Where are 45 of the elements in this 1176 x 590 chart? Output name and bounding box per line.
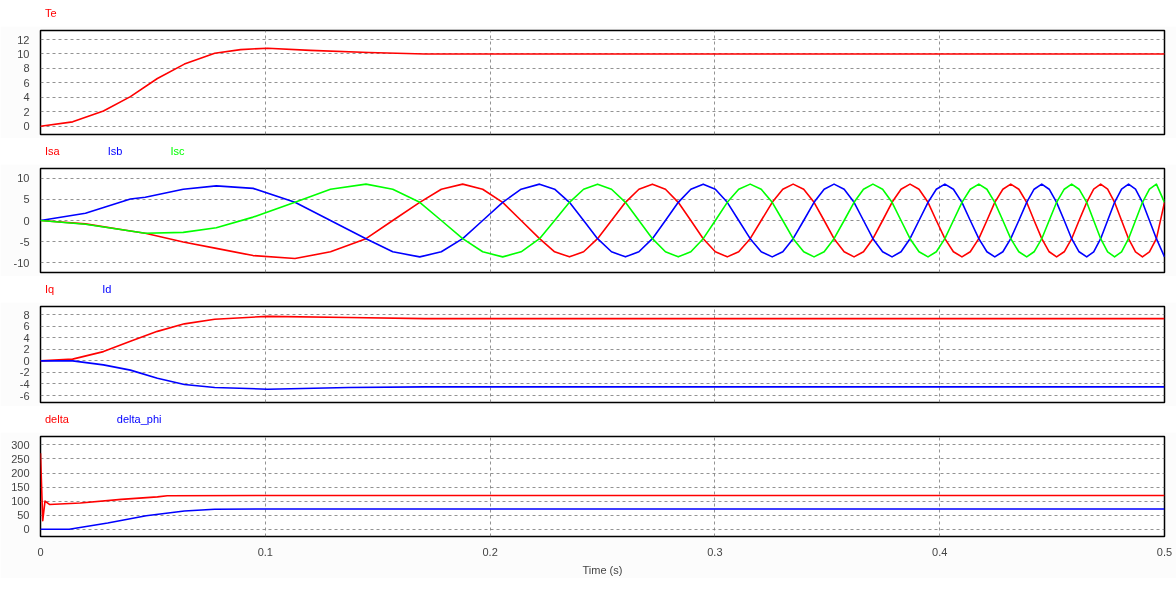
y-tick-label: 150 [11,481,30,494]
y-tick-label: 250 [11,452,30,465]
y-tick-label: 100 [11,495,30,508]
text: delta [45,413,69,425]
x-axis-title: Time (s) [582,563,623,576]
y-tick-label: 0 [23,214,30,227]
x-tick-label: 0.5 [1156,545,1173,558]
y-tick-label: 0 [23,120,30,133]
y-tick-label: 2 [23,343,30,356]
line-series [40,508,1165,530]
y-tick-label: 6 [23,76,30,89]
y-tick-label: 2 [23,105,30,118]
y-tick-label: 4 [23,331,30,344]
y-tick-label: 6 [23,320,30,333]
y-tick-label: 200 [11,467,30,480]
y-tick-label: -10 [13,256,30,269]
y-tick-label: 300 [11,438,30,451]
y-tick-label: 12 [17,33,30,46]
y-tick-label: 10 [17,47,30,60]
y-tick-label: 8 [23,62,30,75]
y-tick-label: 0 [23,354,30,367]
y-tick-label: -5 [19,235,30,248]
x-tick-label: 0.2 [482,545,498,558]
line-series [40,360,1165,390]
y-tick-label: 10 [17,172,30,185]
x-tick-label: 0.4 [932,545,948,558]
y-tick-label: 5 [23,193,30,206]
x-tick-label: 0.1 [257,545,273,558]
text: Isa [45,145,60,157]
text: Te [45,7,57,19]
y-tick-label: 0 [23,523,30,536]
y-tick-label: 4 [23,91,30,104]
text: Isb [107,145,123,157]
line-series [40,47,1165,127]
y-tick-label: -4 [19,377,30,390]
x-tick-label: 0.3 [707,545,723,558]
text: delta_phi [116,413,162,425]
text: Id [102,283,112,295]
y-tick-label: -6 [19,389,30,402]
y-tick-label: 50 [17,509,30,522]
y-tick-label: -2 [19,366,30,379]
text: Isc [170,145,185,157]
y-tick-label: 8 [23,308,30,321]
x-tick-label: 0 [37,545,44,558]
text: Iq [45,283,55,295]
